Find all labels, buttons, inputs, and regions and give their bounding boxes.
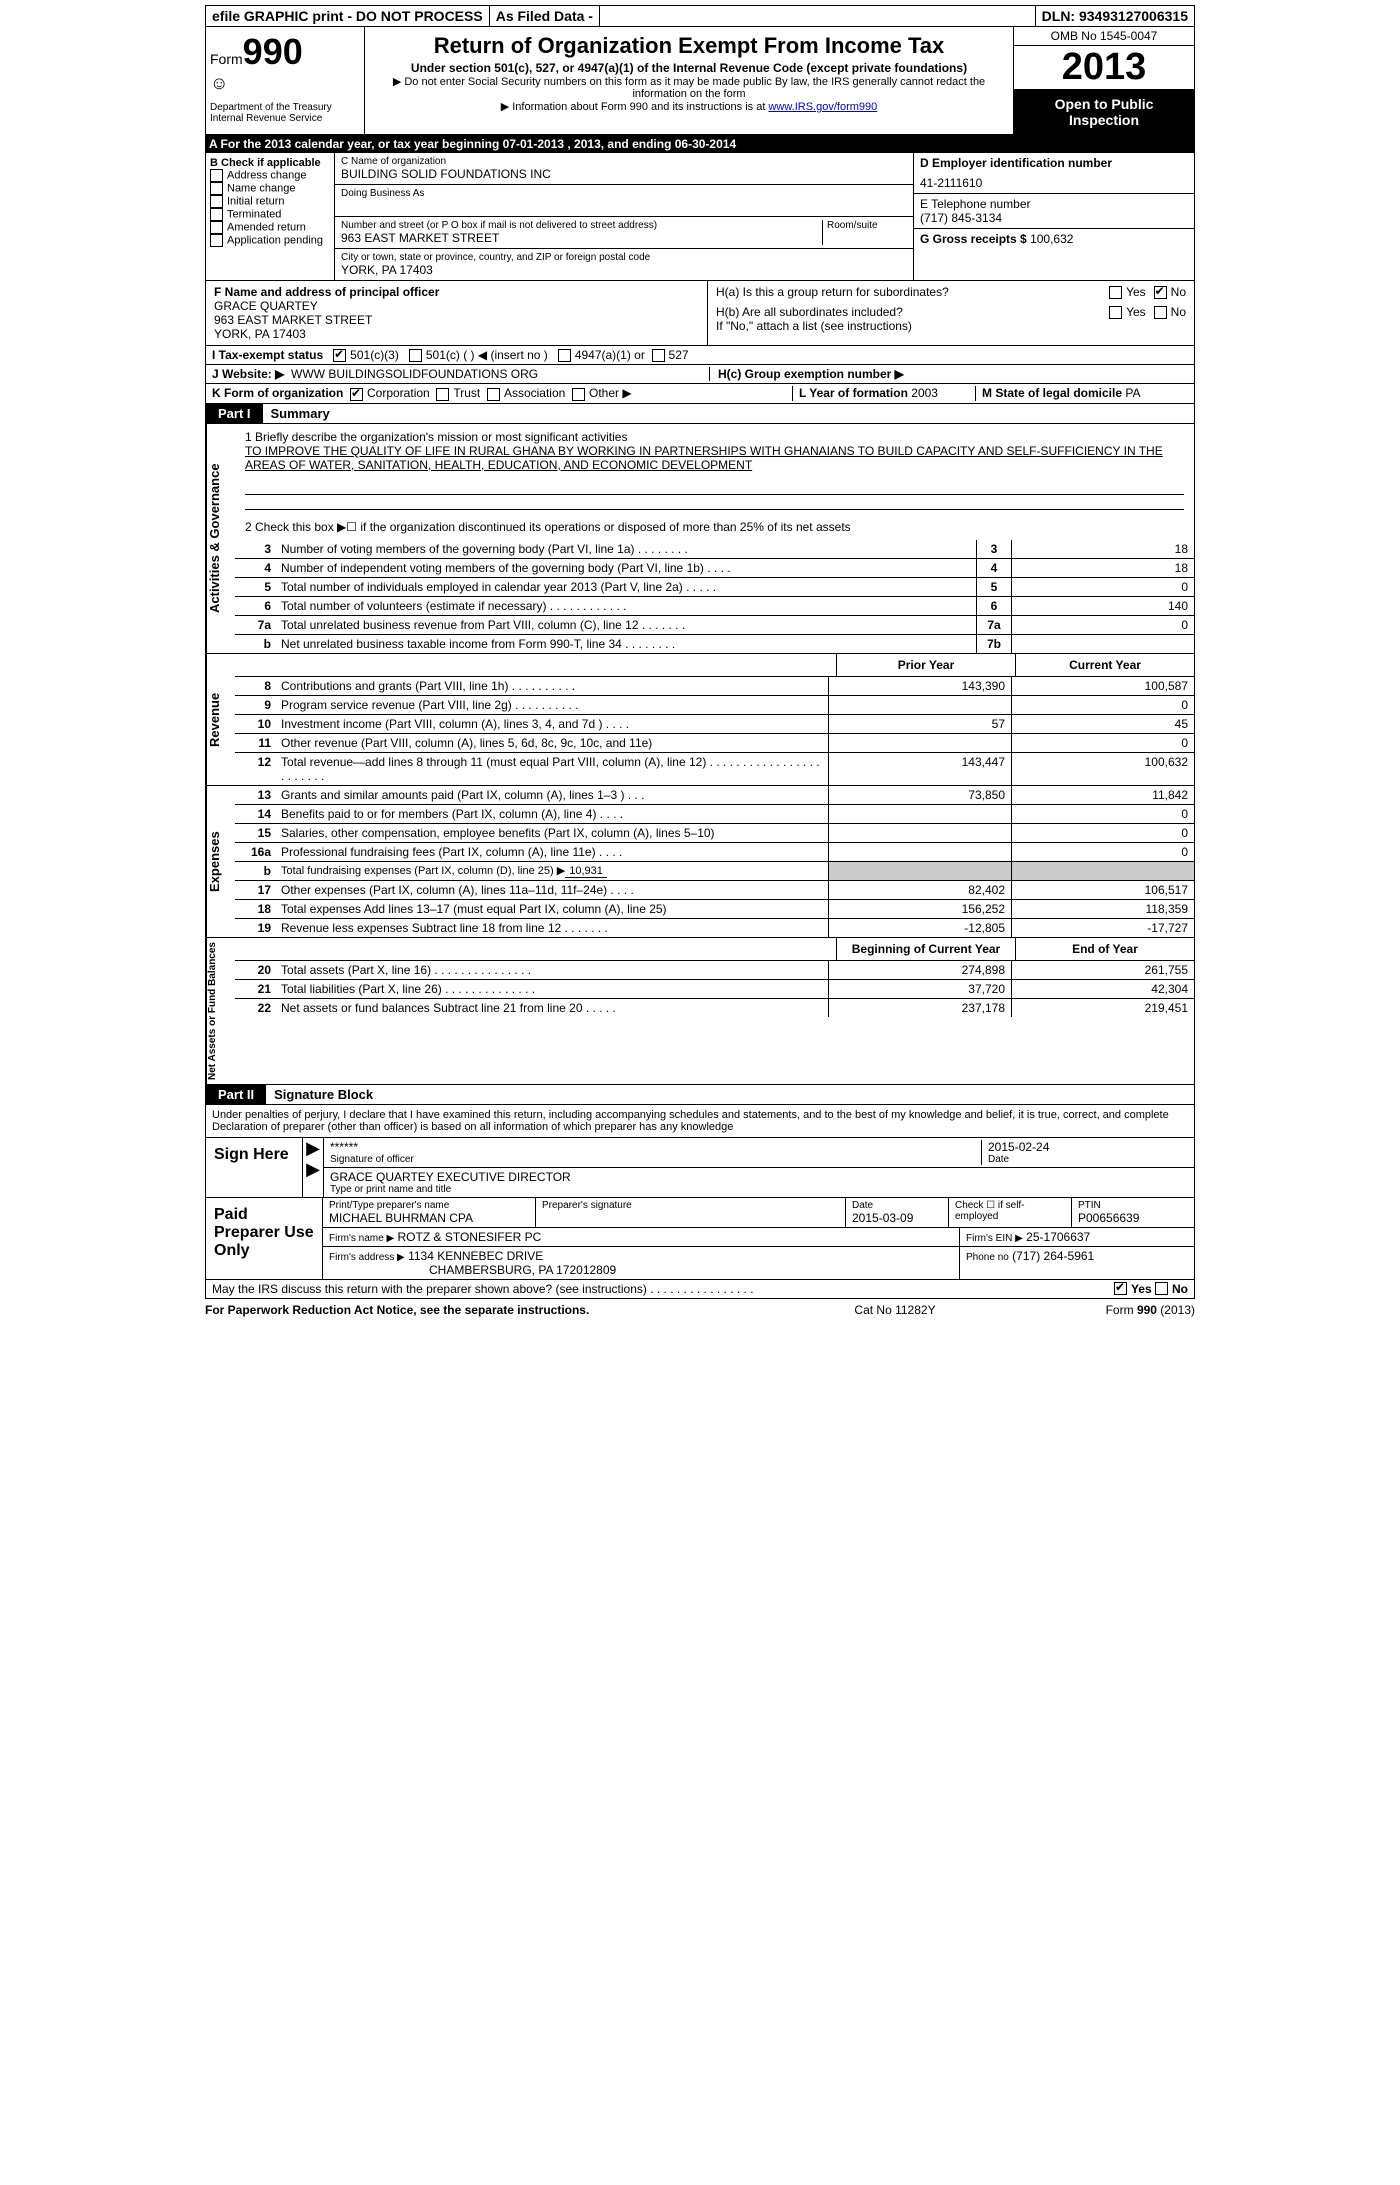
side-gov: Activities & Governance — [206, 424, 235, 653]
footer: For Paperwork Reduction Act Notice, see … — [205, 1299, 1195, 1321]
form-header: Form990 ☺ Department of the Treasury Int… — [205, 27, 1195, 135]
revenue-row: 8Contributions and grants (Part VIII, li… — [235, 677, 1194, 696]
netasset-row: 20Total assets (Part X, line 16) . . . .… — [235, 961, 1194, 980]
section-fh: F Name and address of principal officer … — [205, 281, 1195, 346]
sign-here-label: Sign Here — [206, 1138, 303, 1197]
expense-row: 13Grants and similar amounts paid (Part … — [235, 786, 1194, 805]
expense-row: 15Salaries, other compensation, employee… — [235, 824, 1194, 843]
begin-year-header: Beginning of Current Year — [836, 938, 1015, 960]
revenue-section: Revenue Prior Year Current Year 8Contrib… — [205, 654, 1195, 786]
gross-receipts: 100,632 — [1030, 232, 1073, 246]
org-city: YORK, PA 17403 — [341, 263, 907, 277]
summary-row: 7aTotal unrelated business revenue from … — [235, 616, 1194, 635]
section-bcd: B Check if applicable Address change Nam… — [205, 153, 1195, 281]
side-netassets: Net Assets or Fund Balances — [206, 938, 235, 1084]
preparer-name: MICHAEL BUHRMAN CPA — [329, 1211, 529, 1225]
summary-row: 6Total number of volunteers (estimate if… — [235, 597, 1194, 616]
irs-label: Internal Revenue Service — [210, 113, 360, 124]
summary-row: 4Number of independent voting members of… — [235, 559, 1194, 578]
col-d-info: D Employer identification number 41-2111… — [914, 153, 1194, 280]
end-year-header: End of Year — [1015, 938, 1194, 960]
expense-row: 18Total expenses Add lines 13–17 (must e… — [235, 900, 1194, 919]
side-revenue: Revenue — [206, 654, 235, 785]
expense-row: 16aProfessional fundraising fees (Part I… — [235, 843, 1194, 862]
revenue-row: 9Program service revenue (Part VIII, lin… — [235, 696, 1194, 715]
discuss-label: May the IRS discuss this return with the… — [212, 1282, 1114, 1296]
hc-label: H(c) Group exemption number ▶ — [718, 367, 904, 381]
expense-row: 14Benefits paid to or for members (Part … — [235, 805, 1194, 824]
expense-row: bTotal fundraising expenses (Part IX, co… — [235, 862, 1194, 881]
firm-phone: (717) 264-5961 — [1012, 1249, 1094, 1263]
netasset-row: 21Total liabilities (Part X, line 26) . … — [235, 980, 1194, 999]
hb-label: H(b) Are all subordinates included? — [716, 305, 1109, 319]
netasset-row: 22Net assets or fund balances Subtract l… — [235, 999, 1194, 1017]
revenue-row: 12Total revenue—add lines 8 through 11 (… — [235, 753, 1194, 785]
q2-checkbox: 2 Check this box ▶☐ if the organization … — [245, 520, 1184, 534]
telephone: (717) 845-3134 — [920, 211, 1188, 225]
line-i: I Tax-exempt status 501(c)(3) 501(c) ( )… — [205, 346, 1195, 365]
expense-row: 17Other expenses (Part IX, column (A), l… — [235, 881, 1194, 900]
open-public: Open to Public Inspection — [1014, 90, 1194, 134]
top-bar: efile GRAPHIC print - DO NOT PROCESS As … — [205, 5, 1195, 27]
officer-sig-name: GRACE QUARTEY EXECUTIVE DIRECTOR — [330, 1170, 1188, 1184]
subtitle-2: ▶ Do not enter Social Security numbers o… — [369, 75, 1009, 100]
revenue-row: 11Other revenue (Part VIII, column (A), … — [235, 734, 1194, 753]
form-number: 990 — [243, 31, 303, 72]
ha-label: H(a) Is this a group return for subordin… — [716, 285, 1109, 299]
dept-treasury: Department of the Treasury — [210, 102, 360, 113]
year-formation: 2003 — [911, 386, 938, 400]
preparer-date: 2015-03-09 — [852, 1211, 942, 1225]
signature-block: Under penalties of perjury, I declare th… — [205, 1105, 1195, 1299]
firm-addr1: 1134 KENNEBEC DRIVE — [408, 1249, 543, 1263]
ein: 41-2111610 — [920, 176, 1188, 190]
firm-addr2: CHAMBERSBURG, PA 172012809 — [429, 1263, 616, 1277]
state-domicile: PA — [1125, 386, 1140, 400]
side-expenses: Expenses — [206, 786, 235, 937]
col-c-org: C Name of organization BUILDING SOLID FO… — [335, 153, 914, 280]
efile-label: efile GRAPHIC print - DO NOT PROCESS — [206, 6, 490, 26]
website: WWW BUILDINGSOLIDFOUNDATIONS ORG — [291, 367, 538, 381]
col-b-checkboxes: B Check if applicable Address change Nam… — [206, 153, 335, 280]
summary-row: 5Total number of individuals employed in… — [235, 578, 1194, 597]
part-i-header: Part I Summary — [205, 404, 1195, 424]
prior-year-header: Prior Year — [836, 654, 1015, 676]
activities-governance: Activities & Governance 1 Briefly descri… — [205, 424, 1195, 654]
tax-year: 2013 — [1014, 46, 1194, 90]
omb-number: OMB No 1545-0047 — [1014, 27, 1194, 46]
sign-date: 2015-02-24 — [988, 1140, 1188, 1154]
summary-row: bNet unrelated business taxable income f… — [235, 635, 1194, 653]
irs-link[interactable]: www.IRS.gov/form990 — [768, 101, 877, 113]
row-a-period: A For the 2013 calendar year, or tax yea… — [205, 135, 1195, 153]
netassets-section: Net Assets or Fund Balances Beginning of… — [205, 938, 1195, 1085]
dln: DLN: 93493127006315 — [1036, 6, 1194, 26]
form-title: Return of Organization Exempt From Incom… — [369, 33, 1009, 59]
line-k: K Form of organization Corporation Trust… — [205, 384, 1195, 403]
subtitle-1: Under section 501(c), 527, or 4947(a)(1)… — [369, 61, 1009, 75]
declaration-text: Under penalties of perjury, I declare th… — [206, 1105, 1194, 1137]
mission-label: 1 Briefly describe the organization's mi… — [245, 430, 1184, 444]
org-street: 963 EAST MARKET STREET — [341, 231, 822, 245]
summary-row: 3Number of voting members of the governi… — [235, 540, 1194, 559]
org-name: BUILDING SOLID FOUNDATIONS INC — [341, 167, 907, 181]
current-year-header: Current Year — [1015, 654, 1194, 676]
mission-text: TO IMPROVE THE QUALITY OF LIFE IN RURAL … — [245, 444, 1184, 472]
revenue-row: 10Investment income (Part VIII, column (… — [235, 715, 1194, 734]
firm-name: ROTZ & STONESIFER PC — [398, 1230, 542, 1244]
expense-row: 19Revenue less expenses Subtract line 18… — [235, 919, 1194, 937]
line-j: J Website: ▶ WWW BUILDINGSOLIDFOUNDATION… — [205, 365, 1195, 384]
asfiled-label: As Filed Data - — [490, 6, 600, 26]
form-word: Form — [210, 51, 243, 67]
paid-preparer-label: Paid Preparer Use Only — [206, 1198, 323, 1279]
officer-name: GRACE QUARTEY — [214, 299, 699, 313]
ptin: P00656639 — [1078, 1211, 1188, 1225]
part-ii-header: Part II Signature Block — [205, 1085, 1195, 1105]
expenses-section: Expenses 13Grants and similar amounts pa… — [205, 786, 1195, 938]
firm-ein: 25-1706637 — [1026, 1230, 1090, 1244]
